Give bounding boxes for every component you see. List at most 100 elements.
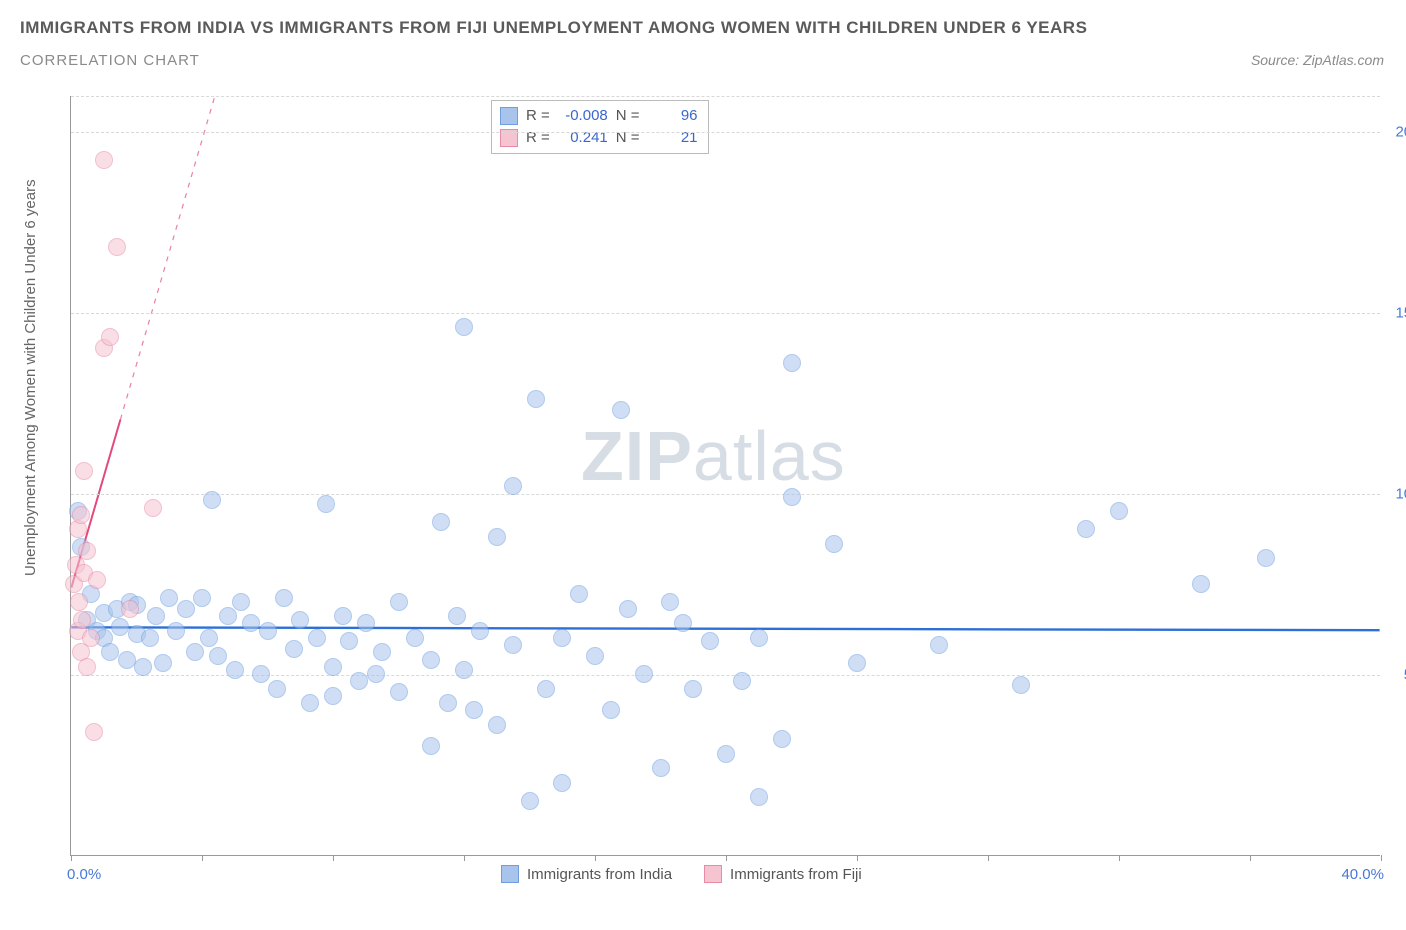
stats-row-india: R = -0.008 N = 96 [500,105,698,127]
data-point-india [390,593,408,611]
data-point-india [455,661,473,679]
data-point-india [527,390,545,408]
stat-r-label: R = [526,105,550,127]
data-point-india [661,593,679,611]
data-point-india [1012,676,1030,694]
data-point-india [455,318,473,336]
data-point-india [147,607,165,625]
legend-item-india: Immigrants from India [501,865,672,883]
data-point-india [285,640,303,658]
data-point-india [488,528,506,546]
source-label: Source: ZipAtlas.com [1251,52,1384,68]
legend-swatch-fiji [704,865,722,883]
data-point-india [118,651,136,669]
data-point-india [200,629,218,647]
data-point-india [750,629,768,647]
data-point-fiji [78,542,96,560]
data-point-india [652,759,670,777]
data-point-india [167,622,185,640]
data-point-india [259,622,277,640]
gridline [71,132,1380,133]
data-point-india [232,593,250,611]
swatch-india [500,107,518,125]
data-point-india [367,665,385,683]
x-tick [464,855,465,861]
data-point-india [324,687,342,705]
stat-n-fiji: 21 [648,127,698,149]
data-point-india [612,401,630,419]
plot-area: ZIPatlas R = -0.008 N = 96 R = 0.241 N =… [70,96,1380,856]
data-point-india [783,354,801,372]
data-point-india [422,737,440,755]
legend-label-india: Immigrants from India [527,866,672,883]
data-point-india [783,488,801,506]
data-point-india [422,651,440,669]
y-tick-label: 10.0% [1386,486,1406,503]
x-tick [857,855,858,861]
data-point-india [193,589,211,607]
data-point-fiji [101,328,119,346]
data-point-india [602,701,620,719]
data-point-india [203,491,221,509]
data-point-india [242,614,260,632]
x-tick [988,855,989,861]
data-point-india [141,629,159,647]
stats-legend: R = -0.008 N = 96 R = 0.241 N = 21 [491,100,709,154]
data-point-india [773,730,791,748]
data-point-fiji [72,506,90,524]
data-point-india [268,680,286,698]
data-point-india [504,477,522,495]
data-point-india [733,672,751,690]
data-point-india [465,701,483,719]
x-tick [595,855,596,861]
data-point-fiji [121,600,139,618]
data-point-fiji [70,593,88,611]
stat-n-label: N = [616,105,640,127]
data-point-india [1110,502,1128,520]
data-point-fiji [108,238,126,256]
data-point-india [334,607,352,625]
data-point-fiji [78,658,96,676]
data-point-fiji [95,151,113,169]
data-point-india [134,658,152,676]
data-point-india [537,680,555,698]
page-title: IMMIGRANTS FROM INDIA VS IMMIGRANTS FROM… [20,18,1386,38]
x-tick [726,855,727,861]
data-point-india [553,774,571,792]
legend-label-fiji: Immigrants from Fiji [730,866,862,883]
data-point-india [930,636,948,654]
data-point-india [432,513,450,531]
y-tick-label: 5.0% [1386,667,1406,684]
data-point-india [570,585,588,603]
data-point-india [635,665,653,683]
stat-n-label: N = [616,127,640,149]
legend-item-fiji: Immigrants from Fiji [704,865,862,883]
x-tick [1381,855,1382,861]
data-point-india [101,643,119,661]
watermark: ZIPatlas [581,416,846,496]
stat-n-india: 96 [648,105,698,127]
trend-lines [71,96,1380,855]
data-point-fiji [75,462,93,480]
data-point-india [226,661,244,679]
data-point-india [674,614,692,632]
data-point-india [308,629,326,647]
data-point-fiji [88,571,106,589]
data-point-india [111,618,129,636]
data-point-india [586,647,604,665]
data-point-india [521,792,539,810]
data-point-india [406,629,424,647]
y-tick-label: 20.0% [1386,124,1406,141]
data-point-india [750,788,768,806]
x-tick [1250,855,1251,861]
stat-r-india: -0.008 [558,105,608,127]
x-tick [202,855,203,861]
x-tick [333,855,334,861]
stats-row-fiji: R = 0.241 N = 21 [500,127,698,149]
x-tick [1119,855,1120,861]
data-point-india [684,680,702,698]
data-point-india [717,745,735,763]
data-point-india [160,589,178,607]
stat-r-label: R = [526,127,550,149]
y-tick-label: 15.0% [1386,305,1406,322]
